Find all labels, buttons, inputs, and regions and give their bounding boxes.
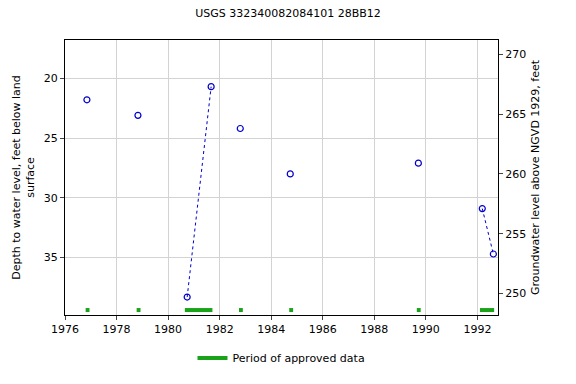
svg-text:250: 250 xyxy=(505,287,526,300)
svg-text:30: 30 xyxy=(44,192,58,205)
svg-text:Depth to water level, feet bel: Depth to water level, feet below landsur… xyxy=(10,75,37,280)
svg-text:260: 260 xyxy=(505,168,526,181)
svg-text:1978: 1978 xyxy=(103,323,131,336)
svg-text:Groundwater level above NGVD 1: Groundwater level above NGVD 1929, feet xyxy=(529,59,542,295)
svg-text:USGS 332340082084101 28BB12: USGS 332340082084101 28BB12 xyxy=(195,7,381,20)
svg-text:265: 265 xyxy=(505,108,526,121)
svg-text:1984: 1984 xyxy=(257,323,285,336)
svg-text:1992: 1992 xyxy=(463,323,491,336)
svg-text:270: 270 xyxy=(505,48,526,61)
svg-text:35: 35 xyxy=(44,251,58,264)
svg-text:20: 20 xyxy=(44,72,58,85)
svg-text:Period of approved data: Period of approved data xyxy=(233,352,365,365)
svg-text:25: 25 xyxy=(44,132,58,145)
svg-text:255: 255 xyxy=(505,228,526,241)
svg-text:1988: 1988 xyxy=(360,323,388,336)
svg-text:1976: 1976 xyxy=(51,323,79,336)
svg-text:1986: 1986 xyxy=(309,323,337,336)
svg-text:1982: 1982 xyxy=(206,323,234,336)
svg-text:1980: 1980 xyxy=(154,323,182,336)
svg-text:1990: 1990 xyxy=(412,323,440,336)
